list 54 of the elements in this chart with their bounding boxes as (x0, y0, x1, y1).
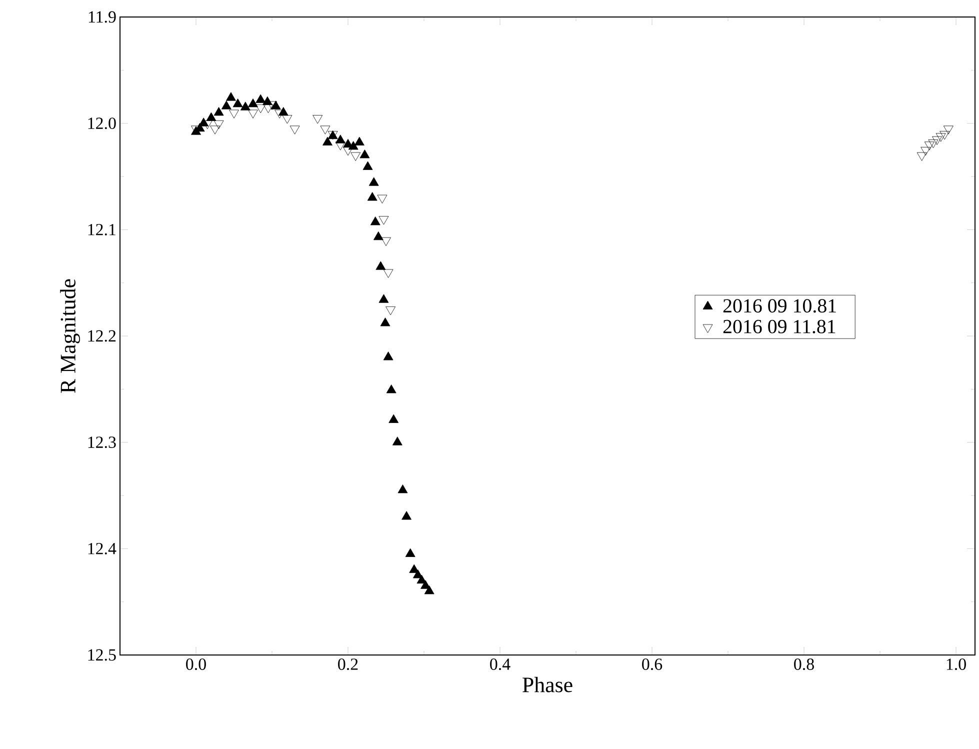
point (920, 146, 931, 156)
point (402, 511, 412, 520)
point (380, 318, 390, 326)
point (290, 126, 300, 134)
point (335, 142, 346, 150)
point (343, 146, 353, 156)
point (383, 352, 394, 360)
legend-label: 2016 09 11.81 (723, 320, 836, 334)
point (392, 436, 402, 446)
point (386, 306, 396, 316)
x-tick-label: 0.8 (794, 658, 814, 670)
point (229, 110, 239, 118)
legend-label: 2016 09 10.81 (723, 299, 836, 313)
y-tick-label: 12.0 (88, 118, 116, 130)
point (381, 237, 391, 246)
x-axis-title: Phase (522, 676, 572, 692)
point (214, 120, 224, 130)
point (320, 126, 330, 134)
point (386, 384, 396, 394)
point (420, 580, 430, 589)
point (424, 586, 434, 594)
point (350, 152, 361, 161)
point (916, 152, 927, 161)
point (388, 414, 399, 423)
x-tick-label: 0.0 (186, 658, 206, 670)
point (943, 126, 954, 134)
x-tick-label: 1.0 (946, 658, 966, 670)
x-tick-label: 0.6 (642, 658, 662, 670)
point (405, 548, 416, 557)
y-tick-label: 12.3 (88, 436, 116, 448)
point (940, 131, 950, 140)
y-axis-title: R Magnitude (60, 279, 80, 393)
point (383, 269, 394, 278)
point (377, 194, 388, 204)
x-tick-label: 0.4 (490, 658, 510, 670)
y-tick-label: 12.2 (88, 330, 116, 342)
point (210, 126, 220, 134)
point (936, 133, 946, 142)
x-tick-label: 0.2 (338, 658, 358, 670)
y-tick-label: 12.5 (88, 649, 116, 661)
point (928, 140, 938, 148)
point (409, 564, 420, 573)
y-tick-label: 12.4 (88, 542, 116, 554)
point (398, 484, 408, 494)
point (282, 115, 292, 124)
point (932, 136, 942, 145)
point (256, 104, 266, 114)
point (248, 110, 258, 118)
point (378, 216, 389, 225)
point (924, 142, 934, 150)
y-tick-label: 11.9 (88, 11, 116, 23)
point (263, 104, 274, 114)
point (312, 115, 323, 124)
y-tick-label: 12.1 (88, 224, 116, 236)
